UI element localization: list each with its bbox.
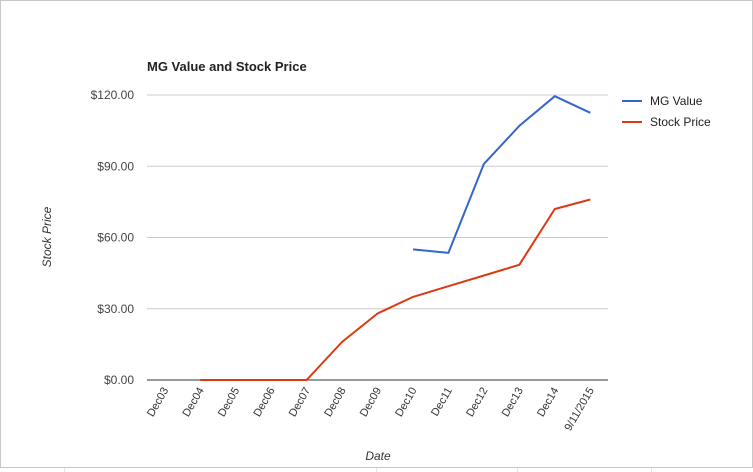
x-tick-label: Dec12 — [464, 386, 490, 420]
x-tick-label: Dec14 — [535, 386, 561, 420]
x-tick-label: Dec06 — [251, 386, 277, 420]
x-tick-label: Dec05 — [216, 386, 242, 420]
legend-label-mg-value: MG Value — [650, 94, 703, 108]
y-tick-label: $60.00 — [97, 231, 134, 245]
y-axis-title: Stock Price — [40, 206, 54, 267]
y-tick-label: $90.00 — [97, 159, 134, 173]
series-line-mg-value — [412, 95, 591, 254]
legend: MG Value Stock Price — [622, 94, 711, 129]
x-axis-ticks: Dec03 Dec04 Dec05 Dec06 Dec07 Dec08 Dec09 Dec10… — [145, 386, 597, 434]
x-tick-label: Dec13 — [500, 386, 526, 420]
x-tick-label: Dec03 — [145, 386, 171, 420]
y-tick-label: $0.00 — [104, 373, 134, 387]
y-tick-label: $30.00 — [97, 302, 134, 316]
x-tick-label: Dec10 — [393, 386, 419, 420]
y-tick-label: $120.00 — [91, 88, 135, 102]
series-lines — [200, 95, 591, 381]
x-tick-label: Dec11 — [429, 386, 455, 419]
series-line-stock-price — [200, 198, 591, 381]
x-tick-label: Dec09 — [358, 386, 384, 420]
chart-title: MG Value and Stock Price — [147, 59, 307, 74]
legend-label-stock-price: Stock Price — [650, 115, 711, 129]
x-tick-label: Dec07 — [287, 386, 313, 420]
x-axis-title: Date — [365, 449, 391, 463]
y-axis-ticks: $0.00 $30.00 $60.00 $90.00 $120.00 — [91, 88, 135, 387]
x-tick-label: Dec04 — [180, 386, 206, 420]
gridlines — [147, 94, 608, 381]
x-tick-label: 9/11/2015 — [562, 386, 596, 434]
x-tick-label: Dec08 — [322, 386, 348, 420]
